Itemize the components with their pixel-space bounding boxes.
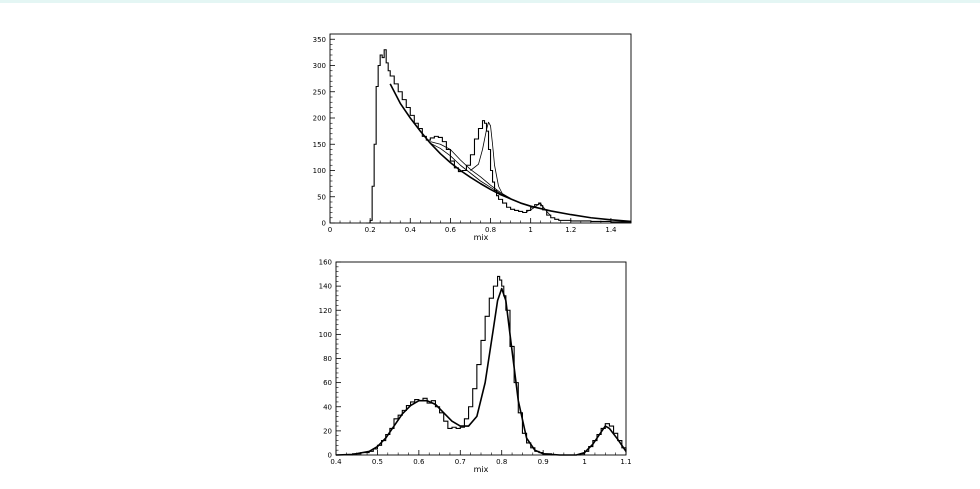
x-axis-label: mix: [474, 233, 489, 242]
x-tick-label: 0.6: [413, 458, 425, 466]
x-tick-label: 1.2: [565, 226, 576, 234]
x-tick-label: 0.2: [365, 226, 376, 234]
y-tick-label: 0: [322, 220, 326, 228]
y-tick-label: 120: [319, 307, 332, 315]
x-tick-label: 1: [582, 458, 586, 466]
fit-curve-5: [526, 203, 552, 216]
y-tick-label: 80: [323, 355, 332, 363]
x-tick-label: 0.4: [405, 226, 417, 234]
y-tick-label: 0: [328, 452, 332, 460]
fit-curve-3: [430, 141, 511, 199]
y-tick-label: 300: [313, 62, 326, 70]
histogram-series: [336, 275, 627, 456]
y-tick-label: 150: [313, 141, 326, 149]
y-tick-label: 60: [323, 379, 332, 387]
y-tick-label: 20: [323, 427, 332, 435]
y-tick-label: 100: [313, 167, 326, 175]
histogram-series: [366, 49, 632, 224]
x-tick-label: 0.6: [445, 226, 457, 234]
y-tick-label: 200: [313, 115, 326, 123]
x-tick-label: 1: [528, 226, 532, 234]
chart-panel-1: 0 0.2 0.4 0.6 0.8 1 1.2 1.4 0 50 100 150 200 250 300 35…: [313, 33, 632, 242]
x-tick-label: 0: [328, 226, 332, 234]
y-tick-label: 350: [313, 36, 326, 44]
x-tick-label: 0.7: [455, 458, 466, 466]
x-tick-label: 0.5: [372, 458, 383, 466]
fit-curve-4: [470, 121, 511, 200]
x-tick-label: 1.4: [605, 226, 617, 234]
fit-curve-1: [335, 287, 627, 456]
x-tick-label: 0.9: [538, 458, 549, 466]
y-tick-label: 50: [317, 193, 326, 201]
x-tick-label: 0.8: [485, 226, 496, 234]
top-accent-line: [0, 0, 980, 3]
y-tick-label: 140: [319, 283, 332, 291]
y-tick-label: 40: [323, 403, 332, 411]
x-axis-label: mix: [474, 465, 489, 474]
y-tick-label: 160: [319, 259, 332, 267]
x-tick-label: 1.1: [620, 458, 631, 466]
fit-curve-1: [389, 83, 632, 223]
x-tick-label: 0.4: [330, 458, 342, 466]
y-tick-label: 250: [313, 88, 326, 96]
x-tick-label: 0.8: [496, 458, 507, 466]
fit-curve-2: [430, 142, 511, 200]
y-tick-label: 100: [319, 331, 332, 339]
chart-panel-2: 0.4 0.5 0.6 0.7 0.8 0.9 1 1.1 0 20 40 60 80 100 120 140…: [319, 259, 632, 475]
